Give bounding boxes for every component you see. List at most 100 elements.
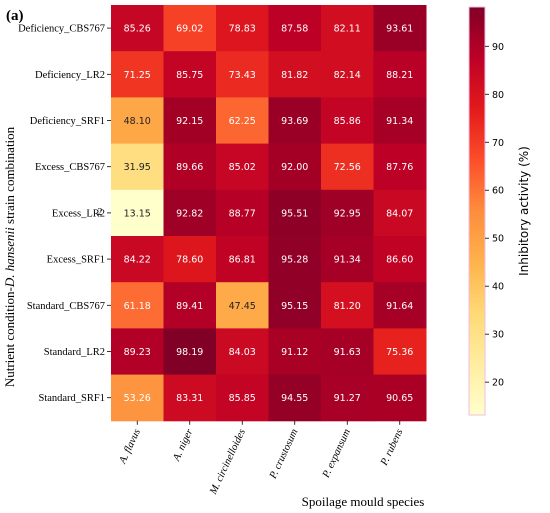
row-label: Excess_SRF1	[47, 255, 105, 266]
cell-value-label: 88.77	[229, 208, 256, 219]
row-label: Deficiency_CBS767	[18, 24, 105, 35]
cell-value-label: 93.69	[281, 116, 308, 127]
heatmap-cell	[268, 374, 322, 422]
column-labels: A. flavus A. niger M. circinelloides P. cru…	[117, 420, 406, 497]
cell-value-label: 84.03	[229, 347, 256, 358]
heatmap-cell	[111, 236, 164, 283]
cell-value-label: 83.31	[176, 393, 203, 404]
heatmap-cell	[216, 189, 269, 237]
cell-value-label: 75.36	[386, 347, 413, 358]
column-label: P. rubens	[379, 427, 406, 468]
heatmap-cell	[216, 51, 269, 98]
heatmap-cell	[373, 189, 427, 237]
column-label: M. circinelloides	[208, 427, 248, 497]
heatmap-cell	[321, 189, 374, 237]
heatmap-cell	[216, 236, 269, 283]
cell-value-label: 81.20	[334, 301, 361, 312]
cell-value-label: 88.21	[386, 70, 413, 81]
heatmap-cell	[373, 374, 427, 422]
heatmap-cell	[373, 236, 427, 283]
row-label: Standard_CBS767	[27, 301, 105, 312]
heatmap-cell	[111, 189, 164, 237]
heatmap-cell	[321, 282, 374, 329]
heatmap-cell	[111, 282, 164, 329]
heatmap-cell	[268, 328, 322, 376]
row-label: Deficiency_SRF1	[30, 116, 105, 127]
cell-value-label: 89.23	[124, 347, 151, 358]
heatmap-cell	[373, 282, 427, 329]
heatmap-cell	[163, 143, 217, 191]
x-axis-label: Spoilage mould species	[302, 494, 425, 509]
cell-value-label: 69.02	[176, 24, 203, 35]
colorbar-tick-label: 60	[492, 186, 504, 197]
heatmap-cell	[268, 5, 322, 52]
colorbar-tick-label: 90	[492, 42, 504, 53]
heatmap-cell	[321, 328, 374, 376]
heatmap-cell	[111, 97, 164, 145]
heatmap-cell	[163, 282, 217, 329]
cell-value-label: 47.45	[229, 301, 256, 312]
cell-value-label: 71.25	[124, 70, 151, 81]
heatmap-cell	[321, 374, 374, 422]
heatmap-cell	[163, 5, 217, 52]
cell-value-label: 48.10	[124, 116, 151, 127]
cell-value-label: 78.60	[176, 255, 203, 266]
heatmap-cell	[163, 374, 217, 422]
colorbar-tick-label: 30	[492, 330, 504, 341]
cell-value-label: 95.28	[281, 255, 308, 266]
cell-value-label: 90.65	[386, 393, 413, 404]
cell-value-label: 85.86	[334, 116, 361, 127]
heatmap-cell	[373, 5, 427, 52]
cell-value-label: 95.51	[281, 208, 308, 219]
heatmap-cell	[268, 143, 322, 191]
colorbar-tick-label: 70	[492, 138, 504, 149]
cell-value-label: 82.14	[334, 70, 361, 81]
colorbar-tick-label: 50	[492, 234, 504, 245]
cell-value-label: 81.82	[281, 70, 308, 81]
cell-value-label: 85.85	[229, 393, 256, 404]
heatmap-cell	[111, 143, 164, 191]
row-label: Excess_LR2	[52, 208, 105, 219]
colorbar-tick-label: 20	[492, 378, 504, 389]
cell-value-label: 92.15	[176, 116, 203, 127]
cell-value-label: 95.15	[281, 301, 308, 312]
row-label: Excess_CBS767	[35, 162, 105, 173]
column-label: A. flavus	[117, 427, 143, 466]
cell-value-label: 91.64	[386, 301, 413, 312]
heatmap-cell	[111, 51, 164, 98]
heatmap-cell	[111, 5, 164, 52]
cell-value-label: 84.07	[386, 208, 413, 219]
cell-value-label: 91.12	[281, 347, 308, 358]
heatmap-cell	[268, 282, 322, 329]
cell-value-label: 92.95	[334, 208, 361, 219]
cell-value-label: 85.75	[176, 70, 203, 81]
column-label: P. expansum	[320, 427, 353, 480]
colorbar-ticks: 20 30 40 50 60 70 80 90	[485, 42, 504, 389]
heatmap-cell	[111, 328, 164, 376]
cell-value-label: 91.34	[386, 116, 413, 127]
heatmap-cell	[216, 97, 269, 145]
heatmap-cell	[268, 236, 322, 283]
heatmap-cell	[163, 236, 217, 283]
heatmap-cell	[216, 282, 269, 329]
heatmap-cell	[321, 51, 374, 98]
heatmap-cell	[321, 5, 374, 52]
cell-value-label: 89.66	[176, 162, 203, 173]
cell-value-label: 85.02	[229, 162, 256, 173]
heatmap-cell	[373, 97, 427, 145]
panel-label: (a)	[6, 8, 24, 24]
colorbar-tick-label: 80	[492, 90, 504, 101]
cell-value-label: 85.26	[124, 24, 151, 35]
cell-value-label: 92.82	[176, 208, 203, 219]
heatmap-cell	[268, 189, 322, 237]
cell-value-label: 87.58	[281, 24, 308, 35]
cell-value-label: 98.19	[176, 347, 203, 358]
cell-value-label: 84.22	[124, 255, 151, 266]
heatmap-cell	[163, 51, 217, 98]
heatmap-cell	[163, 189, 217, 237]
heatmap-cell	[321, 236, 374, 283]
cell-value-label: 94.55	[281, 393, 308, 404]
heatmap-cell	[216, 328, 269, 376]
heatmap-cell	[268, 51, 322, 98]
cell-value-label: 73.43	[229, 70, 256, 81]
